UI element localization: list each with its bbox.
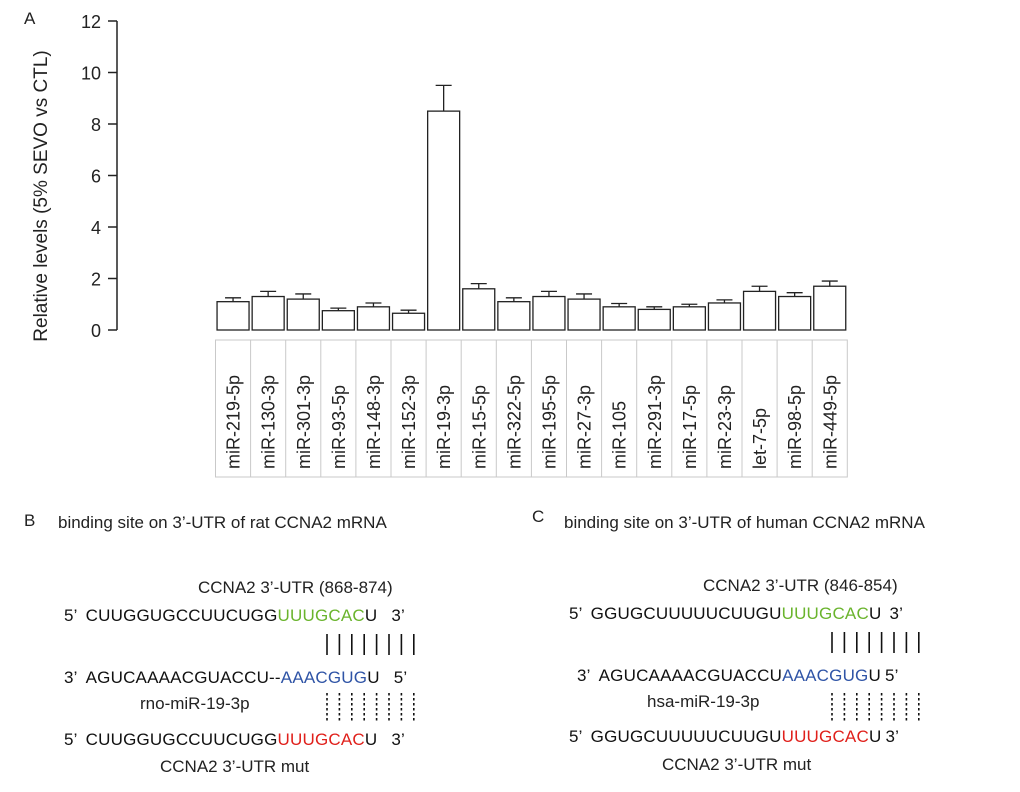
bar xyxy=(391,312,426,331)
bar xyxy=(497,301,531,331)
category-label: miR-23-3p xyxy=(715,385,735,469)
panel-b-wild-sequence: 5’ CUUGGUGCCUUCUGGUUUGCACU 3’ xyxy=(64,606,405,625)
category-label: miR-195-5p xyxy=(539,375,559,469)
category-label: miR-93-5p xyxy=(329,385,349,469)
category-label-box: miR-219-5p miR-130-3p miR-301-3p miR-93-5p m… xyxy=(215,339,848,478)
y-tick-label: 6 xyxy=(91,167,101,187)
bar xyxy=(462,288,496,331)
y-tick-label: 10 xyxy=(81,64,101,84)
bar-group xyxy=(216,84,847,331)
category-label: miR-291-3p xyxy=(645,375,665,469)
category-label: miR-105 xyxy=(610,401,630,469)
bar xyxy=(216,301,250,331)
category-label: miR-148-3p xyxy=(364,375,384,469)
category-label: let-7-5p xyxy=(750,408,770,469)
panel-c-mirna-label: hsa-miR-19-3p xyxy=(647,692,759,711)
y-tick-label: 0 xyxy=(91,321,101,341)
category-label: miR-98-5p xyxy=(785,385,805,469)
panel-b-mut-sequence: 5’ CUUGGUGCCUUCUGGUUUGCACU 3’ xyxy=(64,730,405,749)
bar xyxy=(778,295,812,331)
panel-a-label: A xyxy=(24,9,36,28)
bar xyxy=(813,285,847,331)
category-label: miR-27-3p xyxy=(575,385,595,469)
category-label: miR-17-5p xyxy=(680,385,700,469)
category-label: miR-219-5p xyxy=(224,375,244,469)
panel-c-base-pairs xyxy=(831,632,920,653)
panel-c-label: C xyxy=(532,507,544,526)
bar xyxy=(707,302,742,331)
panel-c-title: binding site on 3’-UTR of human CCNA2 mR… xyxy=(564,513,926,532)
panel-b-title: binding site on 3’-UTR of rat CCNA2 mRNA xyxy=(58,513,387,532)
bar xyxy=(672,306,706,331)
panel-b-base-pairs xyxy=(326,634,415,655)
category-label: miR-15-5p xyxy=(469,385,489,469)
bar xyxy=(637,308,671,331)
bar xyxy=(286,298,320,331)
y-tick-label: 2 xyxy=(91,270,101,290)
bar xyxy=(356,306,391,331)
bar xyxy=(251,295,285,331)
bar xyxy=(532,295,566,331)
bar xyxy=(602,306,636,331)
category-label: miR-449-5p xyxy=(820,375,840,469)
y-axis: 0 2 4 6 8 10 12 xyxy=(81,12,118,341)
category-label: miR-322-5p xyxy=(504,375,524,469)
category-label: miR-19-3p xyxy=(434,385,454,469)
y-tick-label: 12 xyxy=(81,12,101,32)
y-tick-label: 8 xyxy=(91,115,101,135)
panel-b-mut-pairs xyxy=(326,693,415,721)
bar xyxy=(321,310,356,331)
panel-c-utr-label: CCNA2 3’-UTR (846-854) xyxy=(703,576,898,595)
panel-c-mirna-sequence: 3’ AGUCAAAACGUACCUAAACGUGU 5’ xyxy=(577,666,899,685)
bar xyxy=(426,110,461,331)
panel-c-mut-label: CCNA2 3’-UTR mut xyxy=(662,755,812,774)
panel-c-mut-sequence: 5’ GGUGCUUUUUCUUGUUUUGCACU 3’ xyxy=(569,727,899,746)
bar xyxy=(567,298,601,331)
panel-b-label: B xyxy=(24,511,35,530)
y-tick-label: 4 xyxy=(91,218,101,238)
bar xyxy=(742,290,777,331)
y-axis-label: Relative levels (5% SEVO vs CTL) xyxy=(31,50,52,341)
panel-b-mirna-label: rno-miR-19-3p xyxy=(140,694,250,713)
panel-b-utr-label: CCNA2 3’-UTR (868-874) xyxy=(198,578,393,597)
panel-b-mirna-sequence: 3’ AGUCAAAACGUACCU--AAACGUGU 5’ xyxy=(64,668,407,687)
panel-c-wild-sequence: 5’ GGUGCUUUUUCUUGUUUUGCACU 3’ xyxy=(569,604,903,623)
category-label: miR-130-3p xyxy=(259,375,279,469)
category-label: miR-152-3p xyxy=(399,375,419,469)
panel-c-mut-pairs xyxy=(831,693,920,721)
category-label: miR-301-3p xyxy=(294,375,314,469)
panel-b-mut-label: CCNA2 3’-UTR mut xyxy=(160,757,310,776)
